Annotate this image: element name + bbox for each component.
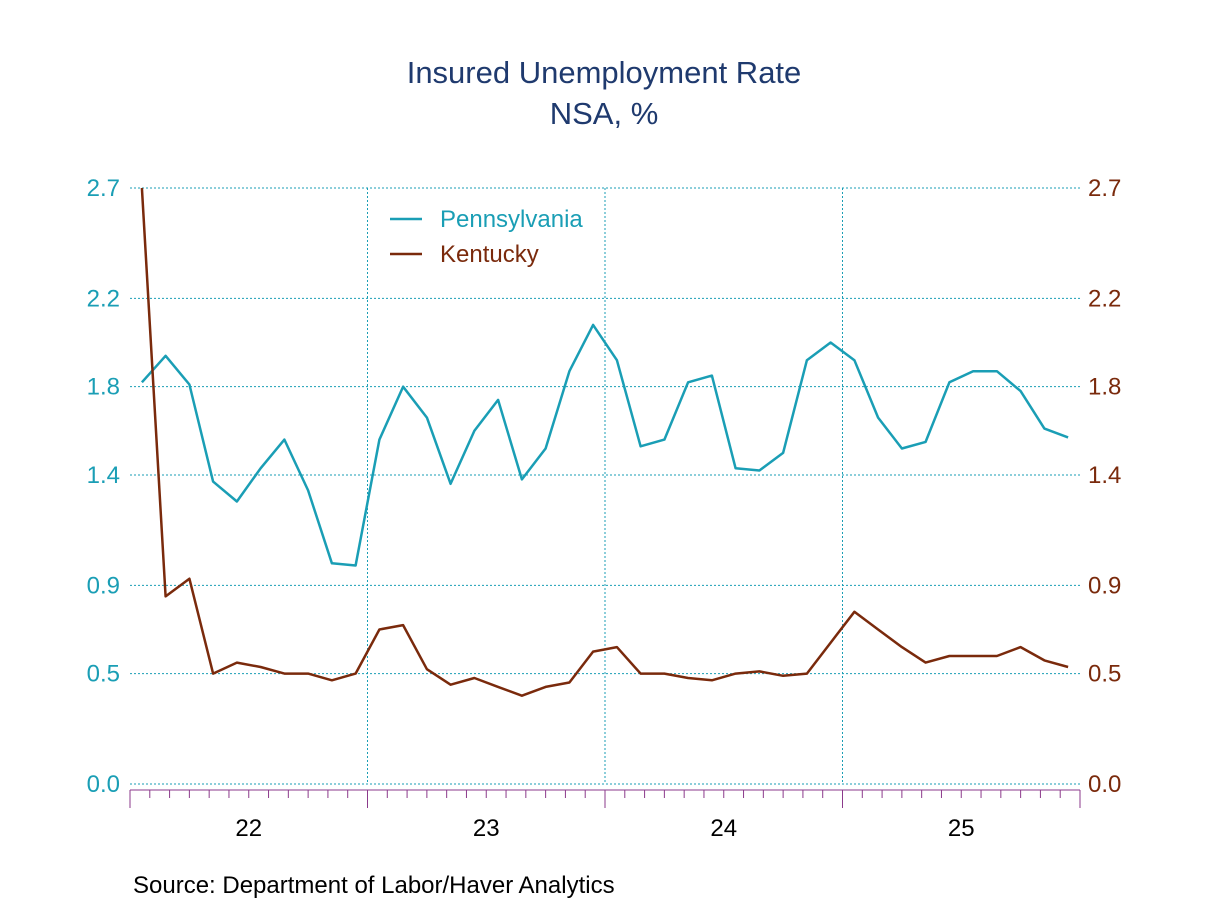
y-left-tick-label: 0.5 [87,661,120,688]
x-tick-label: 22 [235,815,262,842]
y-left-tick-label: 2.7 [87,175,120,202]
x-tick-label: 23 [473,815,500,842]
legend-label: Pennsylvania [440,206,583,233]
y-right-tick-label: 2.2 [1088,285,1121,312]
y-right-tick-label: 0.9 [1088,572,1121,599]
y-left-tick-label: 0.9 [87,572,120,599]
legend-label: Kentucky [440,241,539,268]
chart-subtitle: NSA, % [549,96,659,131]
y-right-tick-label: 2.7 [1088,175,1121,202]
y-left-tick-label: 2.2 [87,285,120,312]
y-right-tick-label: 1.8 [1088,374,1121,401]
source-note: Source: Department of Labor/Haver Analyt… [133,872,615,899]
x-tick-label: 25 [948,815,975,842]
chart-title: Insured Unemployment Rate [406,55,802,90]
y-right-tick-label: 0.5 [1088,661,1121,688]
y-right-tick-label: 0.0 [1088,771,1121,798]
y-right-tick-label: 1.4 [1088,462,1121,489]
y-left-tick-label: 1.4 [87,462,120,489]
series-line-pennsylvania [140,323,1069,567]
series-line-kentucky [140,187,1069,697]
y-left-tick-label: 0.0 [87,771,120,798]
x-tick-label: 24 [710,815,737,842]
y-left-tick-label: 1.8 [87,374,120,401]
